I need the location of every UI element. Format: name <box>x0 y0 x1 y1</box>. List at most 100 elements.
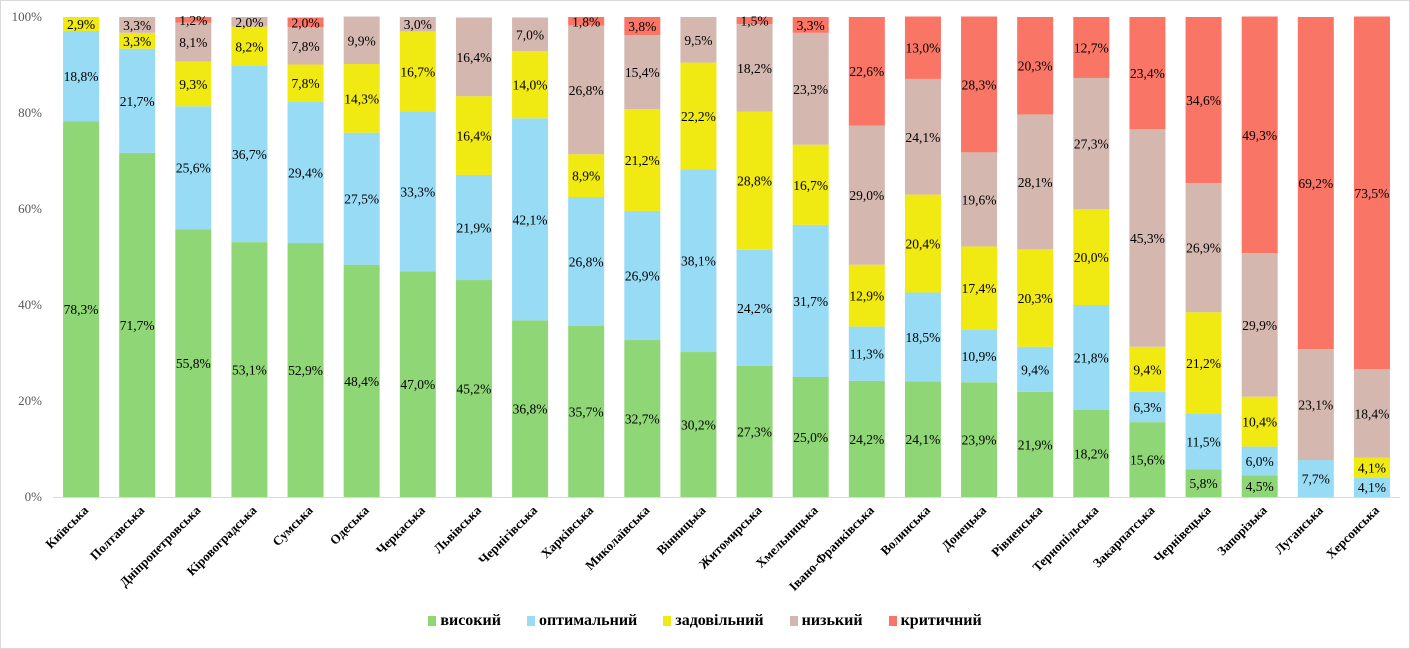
x-tick-label: Київська <box>42 502 91 551</box>
x-tick-label: Сумська <box>269 502 316 549</box>
legend-item-high[interactable]: високий <box>428 612 501 630</box>
legend-swatch <box>888 616 897 626</box>
data-label: 25,0% <box>793 430 828 445</box>
bar-segment <box>680 62 717 170</box>
bar-segment <box>399 111 436 272</box>
data-label: 7,8% <box>292 39 320 54</box>
bar-segment <box>961 382 998 497</box>
bar-segment <box>1017 391 1054 497</box>
bar-segment <box>961 329 998 383</box>
bar-segment <box>175 229 212 497</box>
data-label: 4,1% <box>1358 460 1386 475</box>
bar-segment <box>904 292 941 382</box>
legend-item-low[interactable]: низький <box>789 612 863 630</box>
bar-segment <box>1073 305 1110 410</box>
bar-segment <box>568 197 605 326</box>
bar-segment <box>287 243 324 497</box>
data-label: 20,3% <box>1018 291 1053 306</box>
bar-segment <box>624 35 661 110</box>
bar-segment <box>1241 253 1278 397</box>
bar-segment <box>1185 312 1222 414</box>
data-label: 8,1% <box>179 35 207 50</box>
data-label: 1,2% <box>179 13 207 28</box>
data-label: 15,4% <box>625 65 660 80</box>
bar-segment <box>399 31 436 112</box>
data-label: 32,7% <box>625 412 660 427</box>
bar-segment <box>1297 349 1334 461</box>
x-tick-label: Херсонська <box>1323 502 1382 561</box>
data-label: 2,0% <box>292 15 320 30</box>
bar-segment <box>1073 17 1110 78</box>
y-tick-label: 80% <box>18 105 42 120</box>
data-label: 1,8% <box>572 14 600 29</box>
data-label: 18,2% <box>1074 446 1109 461</box>
bar-segment <box>848 380 885 497</box>
legend-item-critical[interactable]: критичний <box>888 612 982 630</box>
data-label: 12,9% <box>849 289 884 304</box>
data-label: 21,2% <box>625 153 660 168</box>
bar-segment <box>568 17 605 26</box>
data-label: 22,2% <box>681 109 716 124</box>
legend-item-optimal[interactable]: оптимальний <box>526 612 637 630</box>
bar-segment <box>455 174 492 281</box>
x-tick-label: Рівненська <box>988 502 1045 559</box>
data-label: 3,8% <box>628 19 656 34</box>
data-label: 12,7% <box>1074 40 1109 55</box>
bar-segment <box>1185 413 1222 470</box>
bar-segment <box>231 65 268 243</box>
bar-segment <box>231 242 268 497</box>
data-label: 16,7% <box>400 64 435 79</box>
x-tick-label: Волинська <box>877 502 933 558</box>
data-label: 26,8% <box>569 83 604 98</box>
bar-segment <box>961 152 998 247</box>
bar-segment <box>904 16 941 79</box>
bar-segment <box>1297 460 1334 497</box>
data-label: 28,8% <box>737 174 772 189</box>
bar-segment <box>399 271 436 497</box>
legend-item-satisfactory[interactable]: задовільний <box>663 612 764 630</box>
bar-segment <box>1129 422 1166 497</box>
data-label: 31,7% <box>793 294 828 309</box>
data-labels: 78,3%18,8%2,9%71,7%21,7%3,3%3,3%55,8%25,… <box>64 13 1390 495</box>
x-tick-label: Чернівецька <box>1150 502 1214 566</box>
data-label: 18,2% <box>737 61 772 76</box>
data-label: 20,0% <box>1074 250 1109 265</box>
bar-segment <box>680 17 717 63</box>
data-label: 4,5% <box>1246 479 1274 494</box>
data-label: 45,3% <box>1130 231 1165 246</box>
data-label: 17,4% <box>962 281 997 296</box>
bar-segment <box>848 125 885 265</box>
bar-segment <box>568 154 605 197</box>
bar-segment <box>455 280 492 497</box>
data-label: 23,3% <box>793 82 828 97</box>
x-tick-label: Донецька <box>938 502 989 553</box>
data-label: 11,3% <box>850 347 884 362</box>
data-label: 18,8% <box>64 69 99 84</box>
bar-segment <box>848 17 885 126</box>
data-label: 7,0% <box>516 27 544 42</box>
data-label: 15,6% <box>1130 453 1165 468</box>
bar-segment <box>624 340 661 497</box>
bar-segment <box>792 144 829 225</box>
bar-segment <box>343 264 380 497</box>
data-label: 34,6% <box>1186 93 1221 108</box>
data-label: 9,4% <box>1133 362 1161 377</box>
data-label: 16,4% <box>457 129 492 144</box>
y-tick-label: 0% <box>25 489 43 504</box>
legend-label: критичний <box>900 612 982 629</box>
data-label: 19,6% <box>962 192 997 207</box>
data-label: 21,2% <box>1186 356 1221 371</box>
bar-segment <box>1073 409 1110 497</box>
bar-segment <box>1129 129 1166 347</box>
bar-segment <box>848 326 885 381</box>
bar-segment <box>175 61 212 107</box>
bar-segment <box>455 17 492 97</box>
bar-segment <box>568 325 605 497</box>
bar-segment <box>512 17 549 52</box>
x-tick-label: Черкаська <box>373 502 428 557</box>
bar-segment <box>1241 446 1278 476</box>
data-label: 27,3% <box>1074 136 1109 151</box>
bar-segment <box>736 17 773 25</box>
bar-segment <box>961 16 998 153</box>
bar-segment <box>736 249 773 366</box>
